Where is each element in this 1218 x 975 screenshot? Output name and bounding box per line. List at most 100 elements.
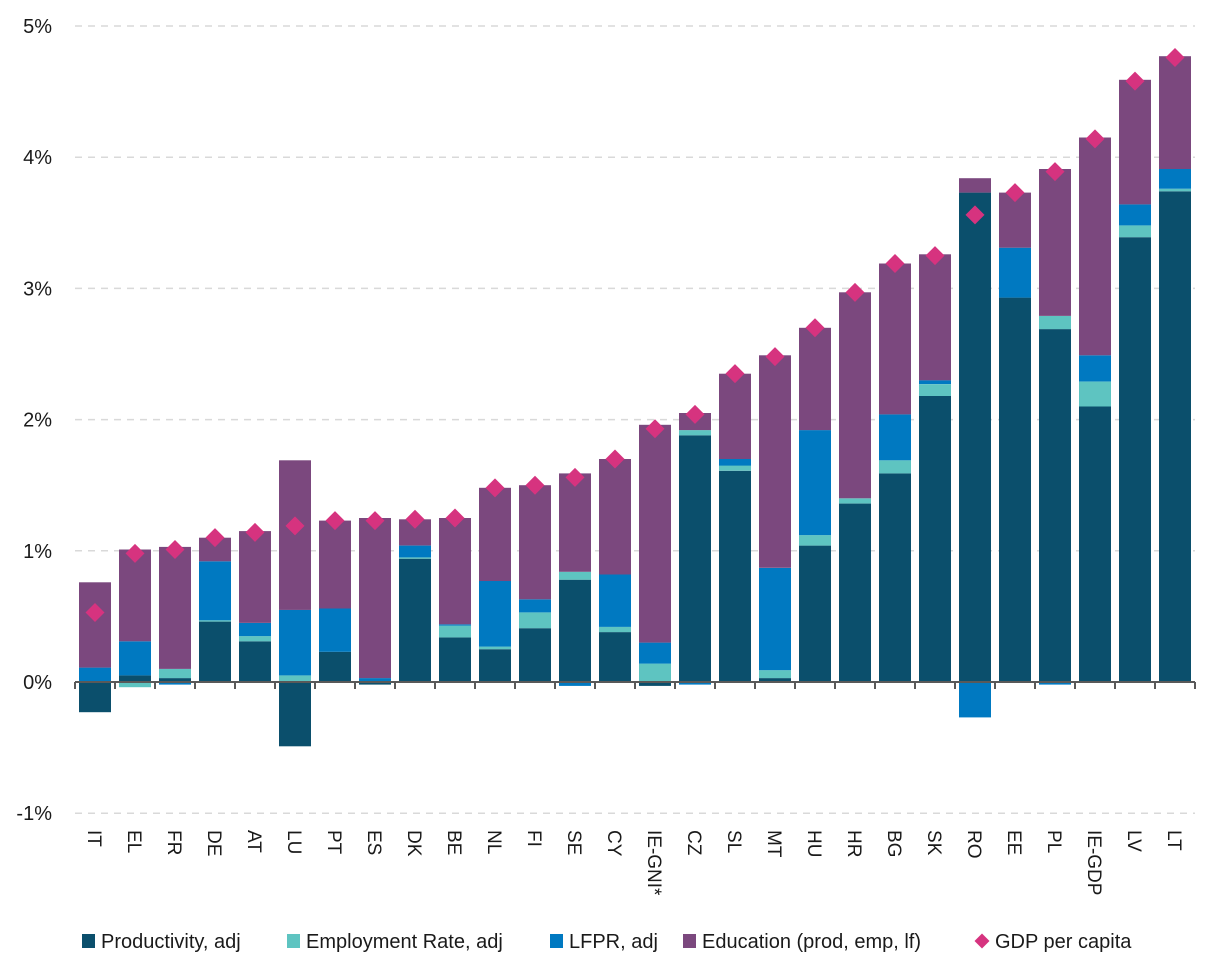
bar-segment-productivity-adj-ie-gdp (1079, 406, 1111, 682)
bar-segment-lfpr-adj-pt (319, 608, 351, 652)
x-tick-label: DK (403, 830, 424, 857)
bar-segment-employment-rate-adj-sk (919, 384, 951, 396)
x-tick-label: LU (283, 830, 304, 854)
gdp-marker-hr (845, 282, 865, 302)
x-tick-label: LV (1123, 830, 1144, 852)
x-tick-label: ES (363, 830, 384, 855)
gdp-marker-se (565, 467, 585, 487)
y-tick-label: 0% (23, 672, 52, 694)
legend-swatch-icon (287, 934, 300, 948)
bar-segment-education-prod-emp-lf-cy (599, 459, 631, 575)
bar-segment-lfpr-adj-be (439, 624, 471, 626)
bar-segment-education-prod-emp-lf-de (199, 537, 231, 562)
gdp-marker-hu (805, 318, 825, 338)
bar-segment-lfpr-adj-cz (679, 682, 711, 685)
x-tick-label: FI (523, 830, 544, 847)
gdp-marker-pl (1045, 162, 1065, 182)
bar-segment-employment-rate-adj-dk (399, 557, 431, 559)
bar-segment-lfpr-adj-ro (959, 682, 991, 718)
bar-segment-employment-rate-adj-hr (839, 498, 871, 504)
bar-segment-productivity-adj-el (119, 675, 151, 682)
bar-segment-education-prod-emp-lf-at (239, 531, 271, 623)
bar-segment-productivity-adj-mt (759, 678, 791, 682)
bar-segment-lfpr-adj-mt (759, 567, 791, 671)
x-tick-label: IT (83, 830, 104, 847)
legend-label: Education (prod, emp, lf) (702, 931, 921, 953)
bar-segment-employment-rate-adj-sl (719, 465, 751, 471)
gdp-marker-pt (325, 511, 345, 531)
bar-segment-productivity-adj-es (359, 682, 391, 685)
x-tick-label: PL (1043, 830, 1064, 853)
bar-segment-education-prod-emp-lf-fi (519, 485, 551, 600)
bar-segment-education-prod-emp-lf-mt (759, 355, 791, 568)
bar-segment-productivity-adj-bg (879, 473, 911, 682)
bar-segment-productivity-adj-pt (319, 651, 351, 682)
bar-segment-education-prod-emp-lf-el (119, 549, 151, 642)
y-tick-label: 3% (23, 278, 52, 300)
gdp-marker-it (85, 602, 105, 622)
bar-segment-productivity-adj-cz (679, 435, 711, 682)
legend: Productivity, adj Employment Rate, adj LFP… (82, 931, 1132, 953)
x-tick-label: IE-GDP (1083, 830, 1104, 895)
bar-segment-education-prod-emp-lf-hu (799, 327, 831, 431)
gdp-marker-lt (1165, 47, 1185, 67)
gdp-marker-sk (925, 246, 945, 266)
bar-segment-productivity-adj-sk (919, 396, 951, 682)
x-tick-label: AT (243, 830, 264, 853)
gdp-marker-dk (405, 509, 425, 529)
x-tick-label: SE (563, 830, 584, 855)
x-tick-label: NL (483, 830, 504, 854)
bar-segment-productivity-adj-lt (1159, 191, 1191, 683)
gdp-marker-cz (685, 404, 705, 424)
gdp-marker-lu (285, 516, 305, 536)
bar-segment-employment-rate-adj-cz (679, 430, 711, 436)
legend-label: Productivity, adj (101, 931, 241, 953)
x-tick-label: SL (723, 830, 744, 853)
legend-label: LFPR, adj (569, 931, 658, 953)
y-tick-label: 4% (23, 147, 52, 169)
gdp-marker-fi (525, 475, 545, 495)
gdp-marker-es (365, 511, 385, 531)
bar-segment-lfpr-adj-de (199, 561, 231, 621)
bar-segment-lfpr-adj-nl (479, 581, 511, 647)
legend-swatch-icon (550, 934, 563, 948)
gdp-marker-sl (725, 364, 745, 384)
legend-label: Employment Rate, adj (306, 931, 503, 953)
x-tick-label: CY (603, 830, 624, 857)
bar-segment-lfpr-adj-sk (919, 380, 951, 385)
gdp-marker-de (205, 528, 225, 548)
bar-segment-productivity-adj-dk (399, 558, 431, 682)
bar-segment-productivity-adj-fr (159, 678, 191, 682)
gdp-marker-ie-gdp (1085, 129, 1105, 149)
bar-segment-education-prod-emp-lf-be (439, 518, 471, 625)
bar-segment-employment-rate-adj-lv (1119, 225, 1151, 238)
bar-segment-productivity-adj-ie-gni- (639, 682, 671, 686)
bar-segment-productivity-adj-pl (1039, 329, 1071, 682)
x-tick-label: EL (123, 830, 144, 853)
x-tick-label: CZ (683, 830, 704, 856)
y-tick-label: -1% (16, 803, 52, 825)
x-tick-label: FR (163, 830, 184, 855)
bar-segment-employment-rate-adj-el (119, 682, 151, 688)
x-tick-label: PT (323, 830, 344, 855)
bar-segment-education-prod-emp-lf-ie-gni- (639, 424, 671, 643)
gdp-marker-lv (1125, 71, 1145, 91)
bar-segment-lfpr-adj-sl (719, 459, 751, 466)
bar-segment-productivity-adj-be (439, 637, 471, 682)
bar-segment-lfpr-adj-ie-gni- (639, 642, 671, 664)
gdp-marker-nl (485, 478, 505, 498)
bar-segment-productivity-adj-hu (799, 545, 831, 682)
bar-segment-education-prod-emp-lf-se (559, 473, 591, 572)
y-tick-label: 5% (23, 16, 52, 38)
x-axis-labels: IT EL FR DE AT LU PT ES DK BE NL FI SE CY IE-GNI* CZ SL M… (83, 830, 1184, 896)
bar-segment-employment-rate-adj-fr (159, 668, 191, 679)
bar-segment-productivity-adj-ro (959, 192, 991, 682)
x-tick-label: BE (443, 830, 464, 855)
bar-segment-lfpr-adj-it (79, 667, 111, 682)
bar-segment-lfpr-adj-at (239, 623, 271, 637)
gdp-marker-ie-gni- (645, 419, 665, 439)
bar-segment-employment-rate-adj-se (559, 571, 591, 580)
bar-segment-education-prod-emp-lf-ro (959, 178, 991, 193)
bar-segment-lfpr-adj-ee (999, 247, 1031, 298)
bar-segment-education-prod-emp-lf-ie-gdp (1079, 137, 1111, 356)
